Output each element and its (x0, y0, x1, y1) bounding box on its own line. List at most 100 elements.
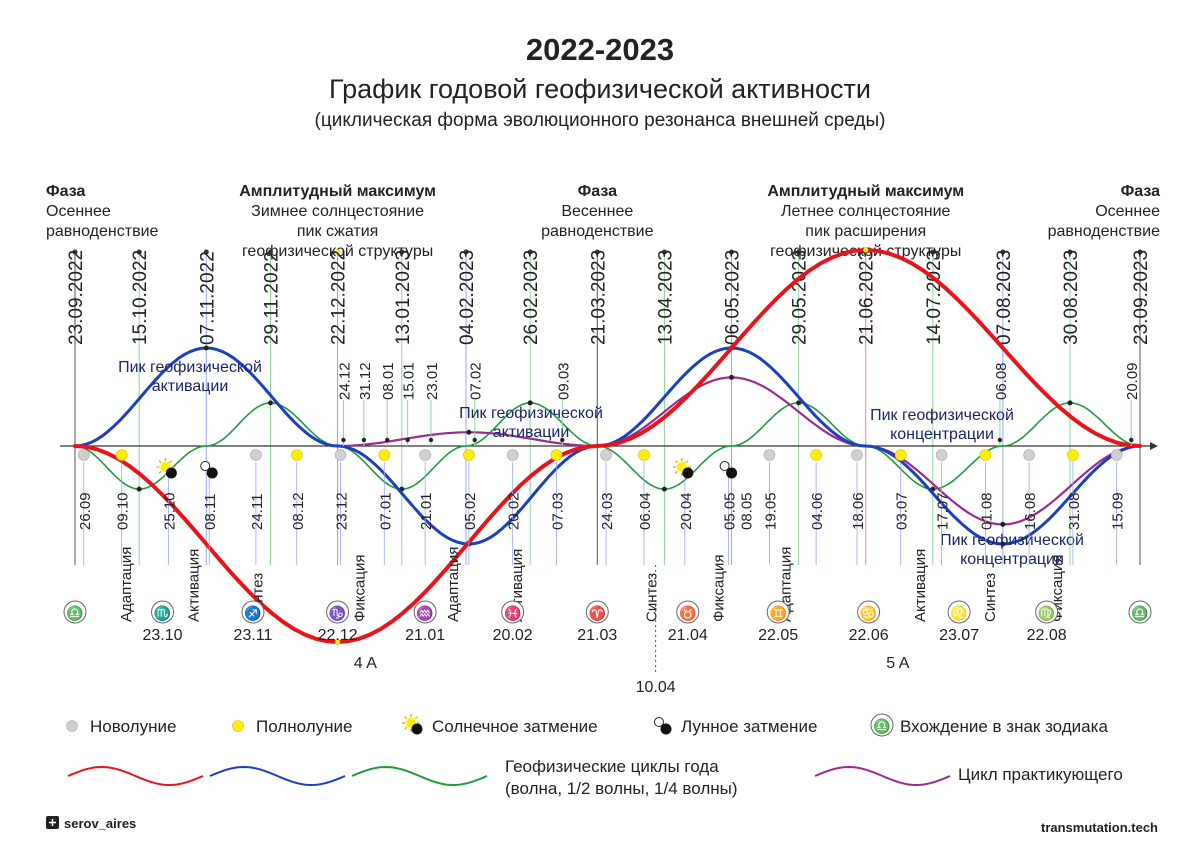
top-date-label: 15.10.2022 (130, 250, 151, 345)
moon-date-label: 21.01 (418, 492, 435, 530)
zodiac-glyph: ♒ (416, 605, 433, 622)
small-date-dot (560, 437, 565, 443)
social-icon-glyph (49, 819, 56, 826)
solar-legend-icon (402, 714, 423, 735)
small-date-label: 31.12 (357, 362, 374, 400)
header-line: Летнее солнцестояние (781, 203, 951, 220)
zodiac-sign-icon: ♑ (326, 600, 350, 624)
small-date-dot (341, 437, 346, 443)
header-line: пик сжатия (297, 223, 378, 240)
new-moon-icon (851, 449, 863, 461)
zodiac-date-label: 22.05 (758, 627, 798, 644)
phase-label: Адаптация (118, 547, 135, 622)
zodiac-date-label: 23.11 (234, 627, 273, 644)
footer-handle: serov_aires (64, 816, 136, 831)
zodiac-glyph: ♊ (769, 605, 786, 622)
zodiac-date-label: 22.08 (1027, 627, 1067, 644)
zodiac-date-label: 23.07 (939, 627, 979, 644)
header-line: равноденствие (541, 223, 654, 240)
series-purple-point (466, 429, 472, 435)
header-line: равноденствие (46, 223, 159, 240)
moon-date-label: 16.08 (1022, 492, 1039, 530)
new-moon-icon (935, 449, 948, 461)
phase-label: Фиксация (711, 555, 728, 622)
series-green-point (136, 486, 142, 492)
full-moon-icon (894, 449, 907, 461)
moon-date-label: 24.03 (599, 492, 616, 530)
moon-date-label: 15.09 (1110, 492, 1127, 530)
new-moon-icon (77, 449, 90, 461)
top-date-label: 26.02.2023 (521, 250, 542, 345)
legend-label: (волна, 1/2 волны, 1/4 волны) (505, 779, 738, 798)
top-date-label: 22.12.2022 (329, 250, 350, 345)
guide-dot (594, 249, 600, 255)
zodiac-date-label: 22.06 (849, 627, 889, 644)
header-title: Фаза (578, 183, 617, 200)
moon-date-label: 09.10 (115, 492, 132, 530)
moon-date-label: 07.03 (549, 492, 566, 530)
zodiac-glyph: ♌ (950, 605, 967, 622)
header-title: Фаза (46, 183, 85, 200)
phase-label: Синтез (982, 573, 999, 622)
guide-dot (72, 249, 78, 255)
peak-annotation: активации (152, 378, 229, 395)
period-label: 5 A (886, 655, 909, 672)
moon-date-label: 05.05 (722, 492, 739, 530)
header-line: пик расширения (805, 223, 926, 240)
new-moon-icon (419, 449, 431, 461)
guide-dot (1067, 249, 1073, 255)
lunar-eclipse-icon (200, 461, 218, 479)
small-date-label: 06.08 (993, 362, 1010, 400)
header-line: Осеннее (1095, 203, 1160, 220)
small-date-label: 07.02 (468, 362, 485, 400)
legend-red-wave (67, 765, 204, 787)
peak-annotation: концентрации (890, 426, 994, 443)
zodiac-date-label: 20.02 (493, 627, 533, 644)
full-moon-icon (810, 449, 822, 461)
moon-date-label: 08.12 (290, 492, 307, 530)
full-moon-icon (463, 449, 475, 461)
series-blue-point (1000, 541, 1006, 547)
small-date-label: 20.09 (1124, 362, 1141, 400)
peak-annotation: активации (493, 424, 570, 441)
new-moon-icon (763, 449, 776, 461)
zodiac-glyph: ♑ (329, 605, 346, 622)
moon-date-label: 06.04 (637, 492, 654, 530)
moon-date-label: 04.06 (809, 492, 826, 530)
moon-date-label: 26.09 (77, 492, 94, 530)
zodiac-date-label: 21.03 (577, 627, 617, 644)
top-date-label: 23.09.2023 (1131, 250, 1152, 345)
series-green-point (527, 400, 533, 406)
header-line: Весеннее (561, 203, 633, 220)
moon-date-label: 17.07 (935, 492, 952, 530)
zodiac-sign-icon: ♊ (766, 600, 790, 624)
guide-dot (203, 249, 209, 255)
zodiac-glyph: ♏ (154, 605, 171, 622)
moon-date-label: 18.06 (850, 492, 867, 530)
new-moon-icon (334, 449, 347, 461)
phase-label: Адаптация (445, 547, 462, 622)
small-date-label: 08.01 (380, 362, 397, 400)
top-date-label: 23.09.2022 (66, 250, 87, 345)
new-legend-icon (66, 720, 78, 732)
header-title: Амплитудный максимум (767, 183, 964, 200)
chart-title: 2022-2023 (526, 32, 674, 67)
top-date-label: 21.06.2023 (857, 250, 878, 345)
moon-date-label: 07.01 (377, 492, 394, 530)
top-date-label: 07.11.2022 (197, 251, 218, 345)
full-moon-icon (550, 449, 563, 461)
moon-date-label: 20.04 (678, 492, 695, 530)
peak-annotation: Пик геофизической (870, 407, 1014, 424)
legend-purple-wave (814, 765, 951, 787)
moon-date-label: 08.11 (202, 494, 219, 530)
guide-dot (399, 249, 405, 255)
full-moon-icon (115, 449, 128, 461)
chart-subtitle-note: (циклическая форма эволюционного резонан… (315, 110, 886, 131)
full-legend-icon (232, 720, 244, 732)
top-date-label: 21.03.2023 (588, 250, 609, 345)
small-date-label: 15.01 (401, 362, 418, 400)
zodiac-sign-icon: ♉ (676, 600, 700, 624)
header-title: Амплитудный максимум (239, 183, 436, 200)
header-line: Зимнее солнцестояние (251, 203, 424, 220)
